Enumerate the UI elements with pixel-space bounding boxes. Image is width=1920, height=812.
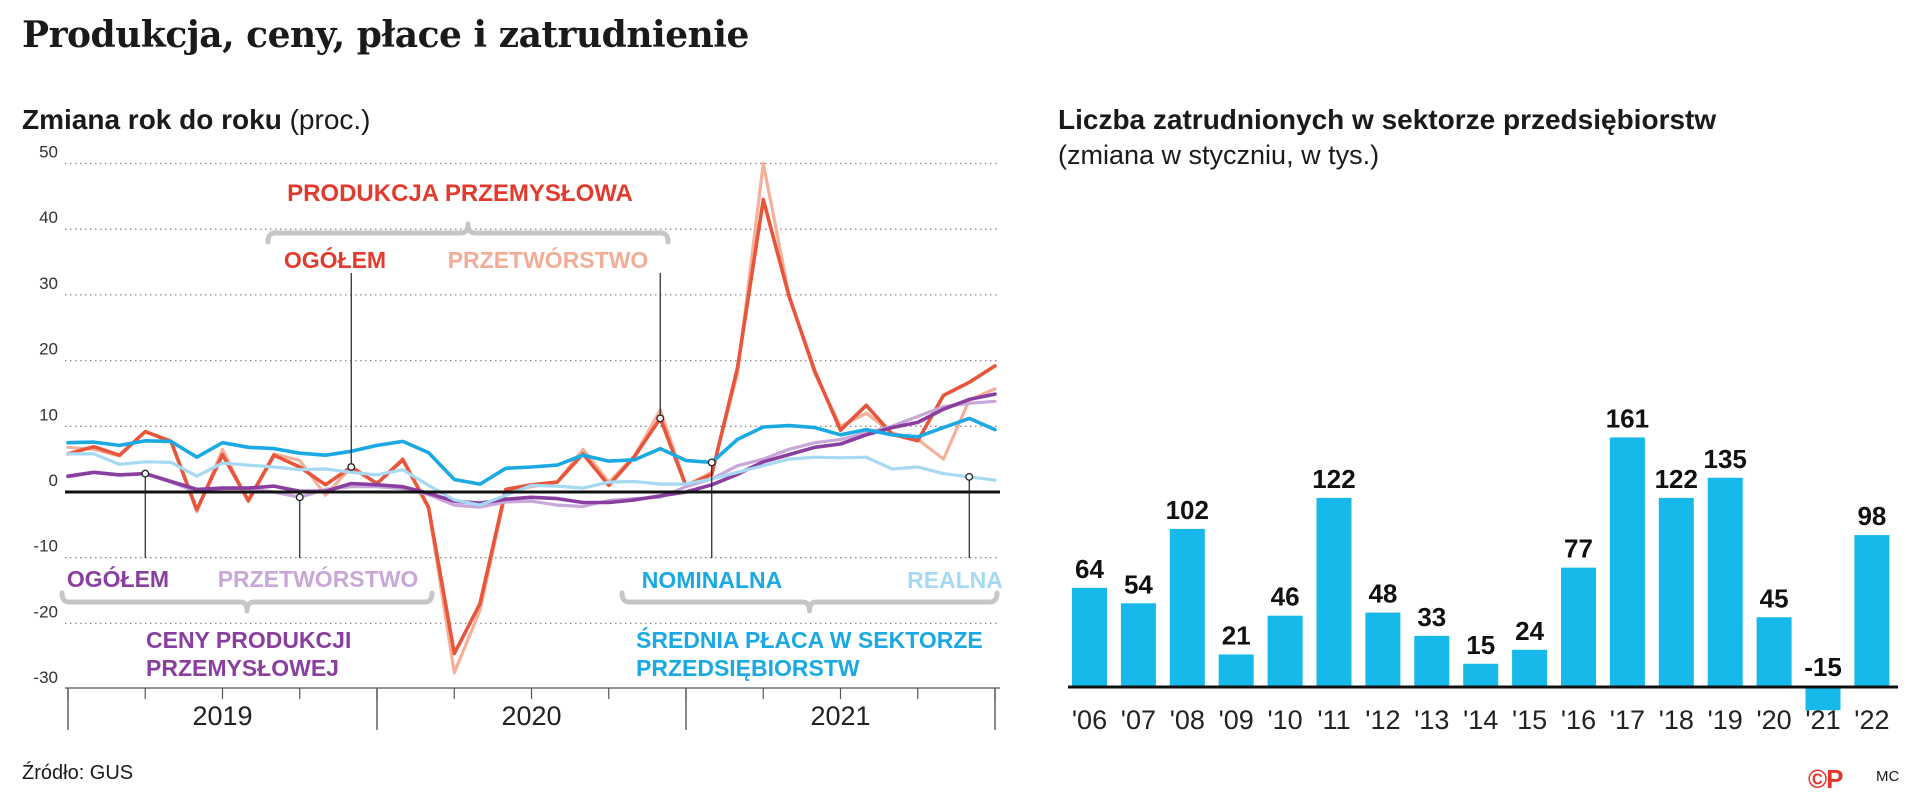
y-tick-label: -10 bbox=[33, 537, 58, 556]
series-line-wage_nominal bbox=[66, 416, 997, 486]
brace-production bbox=[265, 221, 671, 245]
bar bbox=[1365, 612, 1401, 687]
bar bbox=[1072, 587, 1107, 687]
y-tick-label: 30 bbox=[39, 274, 58, 293]
bar bbox=[1561, 567, 1596, 687]
bar-category-label: '12 bbox=[1365, 705, 1400, 735]
bar-value-label: 46 bbox=[1271, 582, 1300, 612]
year-label: 2021 bbox=[810, 701, 870, 731]
wage-real-marker bbox=[965, 472, 974, 481]
label-wage-group-1: ŚREDNIA PŁACA W SEKTORZE bbox=[636, 626, 983, 653]
bar-value-label: 54 bbox=[1124, 569, 1153, 599]
y-tick-label: 50 bbox=[39, 143, 58, 162]
bar-category-label: '07 bbox=[1121, 705, 1156, 735]
production-manufacturing-marker bbox=[656, 414, 665, 423]
series-line-wage_real bbox=[66, 452, 997, 507]
bar bbox=[1512, 649, 1548, 687]
bar-chart-title: Liczba zatrudnionych w sektorze przedsię… bbox=[1058, 104, 1717, 135]
label-production-total: OGÓŁEM bbox=[284, 246, 386, 273]
y-tick-label: 40 bbox=[39, 208, 58, 227]
bar-category-label: '19 bbox=[1708, 705, 1743, 735]
year-label: 2020 bbox=[501, 701, 561, 731]
bar bbox=[1316, 497, 1352, 687]
bar-category-label: '20 bbox=[1757, 705, 1792, 735]
y-tick-label: -30 bbox=[33, 668, 58, 687]
bar-value-label: 48 bbox=[1368, 579, 1397, 609]
label-prices-total: OGÓŁEM bbox=[67, 565, 169, 592]
bar-category-label: '21 bbox=[1805, 705, 1840, 735]
bar-value-label: -15 bbox=[1804, 652, 1842, 682]
bar-value-label: 161 bbox=[1606, 403, 1649, 433]
y-tick-label: 10 bbox=[39, 405, 58, 424]
label-wage-nominal: NOMINALNA bbox=[642, 567, 783, 593]
label-production-manufacturing: PRZETWÓRSTWO bbox=[448, 246, 649, 273]
line-chart-title-text: Zmiana rok do roku bbox=[22, 104, 282, 135]
label-prices-group-1: CENY PRODUKCJI bbox=[146, 627, 351, 653]
bar-value-label: 15 bbox=[1466, 630, 1495, 660]
bar-value-label: 102 bbox=[1166, 495, 1209, 525]
bar bbox=[1756, 617, 1792, 687]
bar-category-label: '16 bbox=[1561, 705, 1596, 735]
bar-value-label: 122 bbox=[1655, 464, 1698, 494]
bar-value-label: 122 bbox=[1312, 464, 1355, 494]
y-tick-label: 20 bbox=[39, 340, 58, 359]
bar-category-label: '14 bbox=[1463, 705, 1498, 735]
series-line-manufacturing bbox=[66, 161, 997, 675]
bar-category-label: '06 bbox=[1072, 705, 1107, 735]
bar bbox=[1854, 535, 1890, 687]
bar-value-label: 21 bbox=[1222, 620, 1251, 650]
wage-nominal-marker bbox=[707, 458, 716, 467]
line-chart-unit: (proc.) bbox=[289, 104, 371, 135]
label-prices-group-2: PRZEMYSŁOWEJ bbox=[146, 655, 339, 681]
bar bbox=[1609, 437, 1645, 687]
brace-prices bbox=[59, 590, 435, 614]
brace-wage bbox=[619, 590, 1000, 614]
series-line-prices_total bbox=[66, 392, 997, 506]
y-tick-label: 0 bbox=[49, 471, 58, 490]
production-total-marker bbox=[347, 463, 356, 471]
bar bbox=[1120, 603, 1156, 687]
bar-chart-subtitle: (zmiana w styczniu, w tys.) bbox=[1058, 140, 1380, 170]
bar-category-label: '17 bbox=[1610, 705, 1645, 735]
main-title: Produkcja, ceny, płace i zatrudnienie bbox=[22, 14, 749, 56]
credit-logo: ©P bbox=[1808, 764, 1843, 794]
bar-value-label: 98 bbox=[1857, 501, 1886, 531]
bar bbox=[1658, 497, 1694, 687]
prices-manufacturing-marker bbox=[295, 493, 304, 502]
bar-category-label: '08 bbox=[1170, 705, 1205, 735]
label-prices-manufacturing: PRZETWÓRSTWO bbox=[218, 565, 419, 592]
bar bbox=[1169, 528, 1205, 687]
author-initials: MC bbox=[1876, 768, 1900, 785]
source-note: Źródło: GUS bbox=[22, 762, 134, 784]
bar-category-label: '10 bbox=[1268, 705, 1303, 735]
bar-category-label: '18 bbox=[1659, 705, 1694, 735]
label-wage-real: REALNA bbox=[907, 567, 1003, 593]
bar-value-label: 135 bbox=[1704, 444, 1747, 474]
bar-category-label: '13 bbox=[1414, 705, 1449, 735]
year-label: 2019 bbox=[192, 701, 252, 731]
bar-category-label: '11 bbox=[1317, 705, 1350, 735]
bar-category-label: '15 bbox=[1512, 705, 1547, 735]
line-chart-title: Zmiana rok do roku (proc.) bbox=[22, 104, 371, 136]
bar-value-label: 77 bbox=[1564, 534, 1593, 564]
bar-value-label: 45 bbox=[1760, 583, 1789, 613]
bar-value-label: 64 bbox=[1075, 554, 1104, 584]
bar-value-label: 24 bbox=[1515, 616, 1544, 646]
bar bbox=[1805, 687, 1841, 711]
label-production-group: PRODUKCJA PRZEMYSŁOWA bbox=[287, 180, 633, 207]
bar bbox=[1267, 615, 1303, 687]
bar-category-label: '09 bbox=[1219, 705, 1254, 735]
bar bbox=[1463, 663, 1499, 687]
y-tick-label: -20 bbox=[33, 602, 58, 621]
bar bbox=[1707, 477, 1743, 687]
bar bbox=[1218, 654, 1254, 687]
bar-category-label: '22 bbox=[1854, 705, 1889, 735]
label-wage-group-2: PRZEDSIĘBIORSTW bbox=[636, 655, 860, 681]
prices-total-marker bbox=[141, 469, 150, 478]
bar-value-label: 33 bbox=[1417, 602, 1446, 632]
bar bbox=[1414, 635, 1450, 687]
